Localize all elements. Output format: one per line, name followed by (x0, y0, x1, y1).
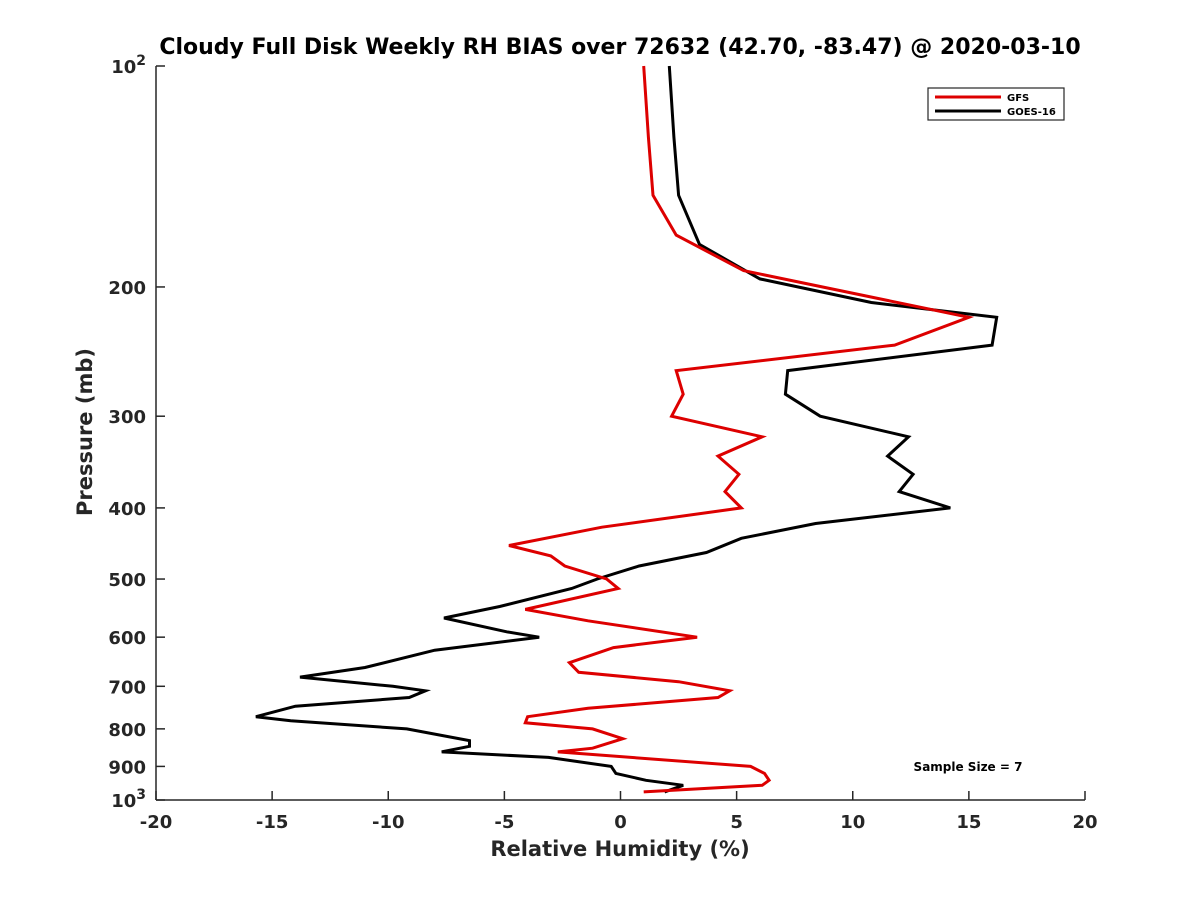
y-axis-label: Pressure (mb) (73, 348, 97, 516)
x-tick-label: -20 (140, 812, 173, 833)
x-axis-ticks: -20 -15 -10 -5 0 5 10 15 20 (140, 791, 1098, 833)
x-tick-label: 0 (614, 812, 627, 833)
legend-box (927, 87, 1065, 121)
y-tick-label: 400 (108, 499, 146, 520)
x-tick-label: 10 (840, 812, 865, 833)
series-line-gfs (508, 65, 975, 794)
x-tick-label: 20 (1072, 812, 1097, 833)
series-layer (255, 65, 999, 794)
y-tick-label: 103 (111, 787, 146, 812)
chart-title: Cloudy Full Disk Weekly RH BIAS over 726… (159, 35, 1080, 60)
x-tick-label: 15 (956, 812, 981, 833)
x-tick-label: -5 (494, 812, 514, 833)
x-tick-label: 5 (730, 812, 743, 833)
series-line-goes-16 (255, 65, 999, 794)
y-tick-label: 102 (111, 53, 146, 78)
y-tick-label: 200 (108, 278, 146, 299)
y-axis-ticks: 102 200 300 400 500 600 700 800 900 103 (108, 53, 165, 812)
sample-size-annotation: Sample Size = 7 (914, 760, 1023, 774)
y-tick-label: 800 (108, 720, 146, 741)
legend-entry: GOES-16 (1007, 107, 1056, 118)
x-tick-label: -10 (372, 812, 405, 833)
legend-entry: GFS (1007, 93, 1029, 104)
y-tick-label: 900 (108, 757, 146, 778)
y-tick-label: 500 (108, 570, 146, 591)
legend: GFS GOES-16 (927, 87, 1065, 121)
x-axis-label: Relative Humidity (%) (490, 837, 749, 861)
axes (155, 66, 1085, 801)
y-tick-label: 300 (108, 407, 146, 428)
x-tick-label: -15 (256, 812, 289, 833)
y-tick-label: 600 (108, 628, 146, 649)
y-tick-label: 700 (108, 677, 146, 698)
